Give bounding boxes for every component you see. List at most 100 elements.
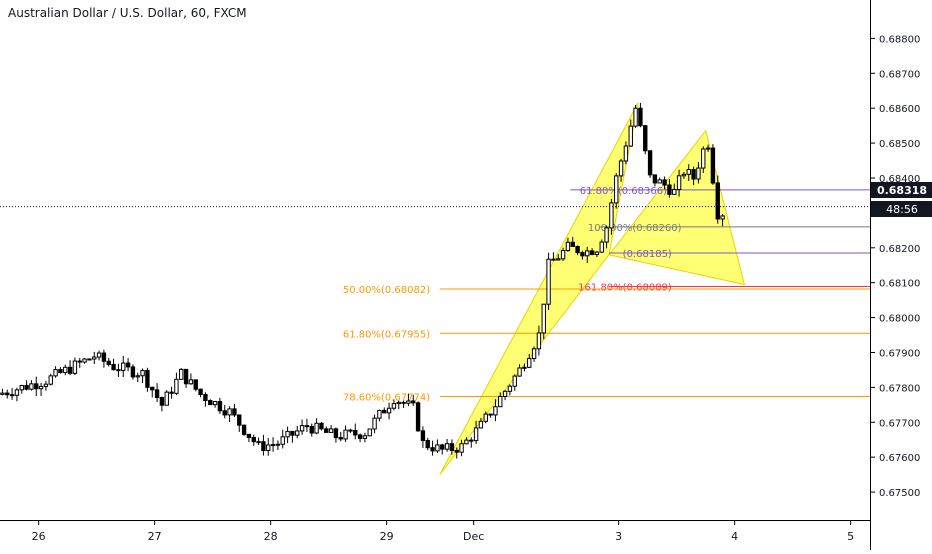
candle-body xyxy=(444,443,450,450)
candle-body xyxy=(396,401,401,405)
candle-body xyxy=(19,384,24,391)
candle-body xyxy=(198,388,203,396)
countdown-badge-bg xyxy=(871,201,932,217)
candle-body xyxy=(208,400,213,406)
candle-body xyxy=(154,389,160,399)
candle-body xyxy=(522,366,527,369)
candle-body xyxy=(328,428,334,433)
candle-body xyxy=(715,182,720,220)
fib-level-label: 61.80%(0.68366) xyxy=(580,186,667,197)
candle-body xyxy=(425,439,430,449)
candle-body xyxy=(372,417,377,430)
candle-body xyxy=(227,408,232,416)
price-axis[interactable]: 0.67500 0.67600 0.67700 0.67800 0.67900 0.680… xyxy=(870,0,920,550)
candle-body xyxy=(604,227,609,243)
candle-body xyxy=(406,400,411,404)
candle-body xyxy=(353,429,358,436)
price-tick-label: 0.68200 xyxy=(879,244,920,255)
candle-body xyxy=(29,383,34,390)
candle-body xyxy=(237,414,242,426)
candle-body xyxy=(517,367,522,377)
chart-title: Australian Dollar / U.S. Dollar, 60, FXC… xyxy=(8,6,247,20)
fib-level-label: 78.60%(0.67774) xyxy=(343,392,430,403)
fib-level-label: (0.68185) xyxy=(623,249,672,260)
candle-body xyxy=(464,439,469,445)
countdown-badge-value: 48:56 xyxy=(886,203,918,216)
candle-body xyxy=(377,409,382,419)
candle-body xyxy=(367,428,372,437)
candle-body xyxy=(696,167,701,180)
candle-body xyxy=(415,402,421,432)
candles xyxy=(0,102,725,459)
candle-body xyxy=(309,425,314,434)
candle-body xyxy=(174,378,179,394)
candle-body xyxy=(580,252,585,257)
candle-body xyxy=(483,413,488,422)
candle-body xyxy=(77,360,82,363)
price-tick-label: 0.68700 xyxy=(879,69,920,80)
candle-body xyxy=(150,386,155,391)
fib-level-label: 161.80%(0.68089) xyxy=(578,283,672,294)
candle-body xyxy=(111,363,116,371)
candle-body xyxy=(256,441,261,444)
candle-body xyxy=(299,425,305,432)
candle-body xyxy=(188,379,194,385)
candle-body xyxy=(0,392,5,395)
price-tick-label: 0.68600 xyxy=(879,104,920,115)
candle-body xyxy=(222,410,227,416)
candle-body xyxy=(145,370,150,388)
candle-body xyxy=(58,369,63,373)
fib-level-label: 61.80%(0.67955) xyxy=(343,329,430,340)
candle-body xyxy=(217,401,223,412)
price-tick-label: 0.68800 xyxy=(879,34,920,45)
candle-body xyxy=(333,428,339,439)
candle-body xyxy=(319,422,324,430)
price-tick-label: 0.68500 xyxy=(879,139,920,150)
candle-body xyxy=(710,147,716,184)
candle-body xyxy=(493,406,498,416)
candle-body xyxy=(705,147,711,150)
candle-body xyxy=(502,390,508,397)
time-axis[interactable]: 26 27 28 29 Dec 3 4 5 xyxy=(0,520,870,543)
candle-body xyxy=(618,160,624,177)
candle-body xyxy=(585,250,590,257)
candle-body xyxy=(454,449,459,453)
candle-body xyxy=(672,188,677,195)
candle-body xyxy=(246,433,252,438)
candle-body xyxy=(241,424,247,435)
candle-body xyxy=(652,174,658,184)
candle-body xyxy=(295,430,300,436)
candle-body xyxy=(116,369,121,372)
candle-body xyxy=(478,420,484,429)
candle-body xyxy=(304,425,310,428)
candle-body xyxy=(662,179,667,186)
fib-levels[interactable]: 61.80%(0.68366) 100.00%(0.68260) (0.68185)… xyxy=(343,186,870,404)
candle-body xyxy=(701,148,706,169)
candle-body xyxy=(159,397,165,406)
time-tick-label: 4 xyxy=(731,530,738,543)
pattern-triangle-bcd[interactable] xyxy=(608,129,746,286)
candle-body xyxy=(391,403,397,409)
candle-body xyxy=(420,430,426,441)
price-badge-bg xyxy=(871,182,932,198)
candle-body xyxy=(430,447,435,452)
candle-body xyxy=(125,362,131,368)
candle-body xyxy=(87,358,92,361)
candle-body xyxy=(96,352,102,358)
candle-body xyxy=(63,366,68,373)
price-tick-label: 0.67800 xyxy=(879,383,920,394)
candle-body xyxy=(314,422,319,434)
candle-body xyxy=(560,250,566,260)
candle-body xyxy=(686,169,691,175)
candle-body xyxy=(82,358,87,363)
candle-body xyxy=(435,444,440,452)
candle-body xyxy=(140,370,145,377)
candle-body xyxy=(48,375,53,385)
candle-body xyxy=(169,391,174,394)
candle-body xyxy=(92,356,97,360)
candle-body xyxy=(599,241,604,253)
candle-body xyxy=(614,175,619,204)
candle-body xyxy=(565,241,571,252)
